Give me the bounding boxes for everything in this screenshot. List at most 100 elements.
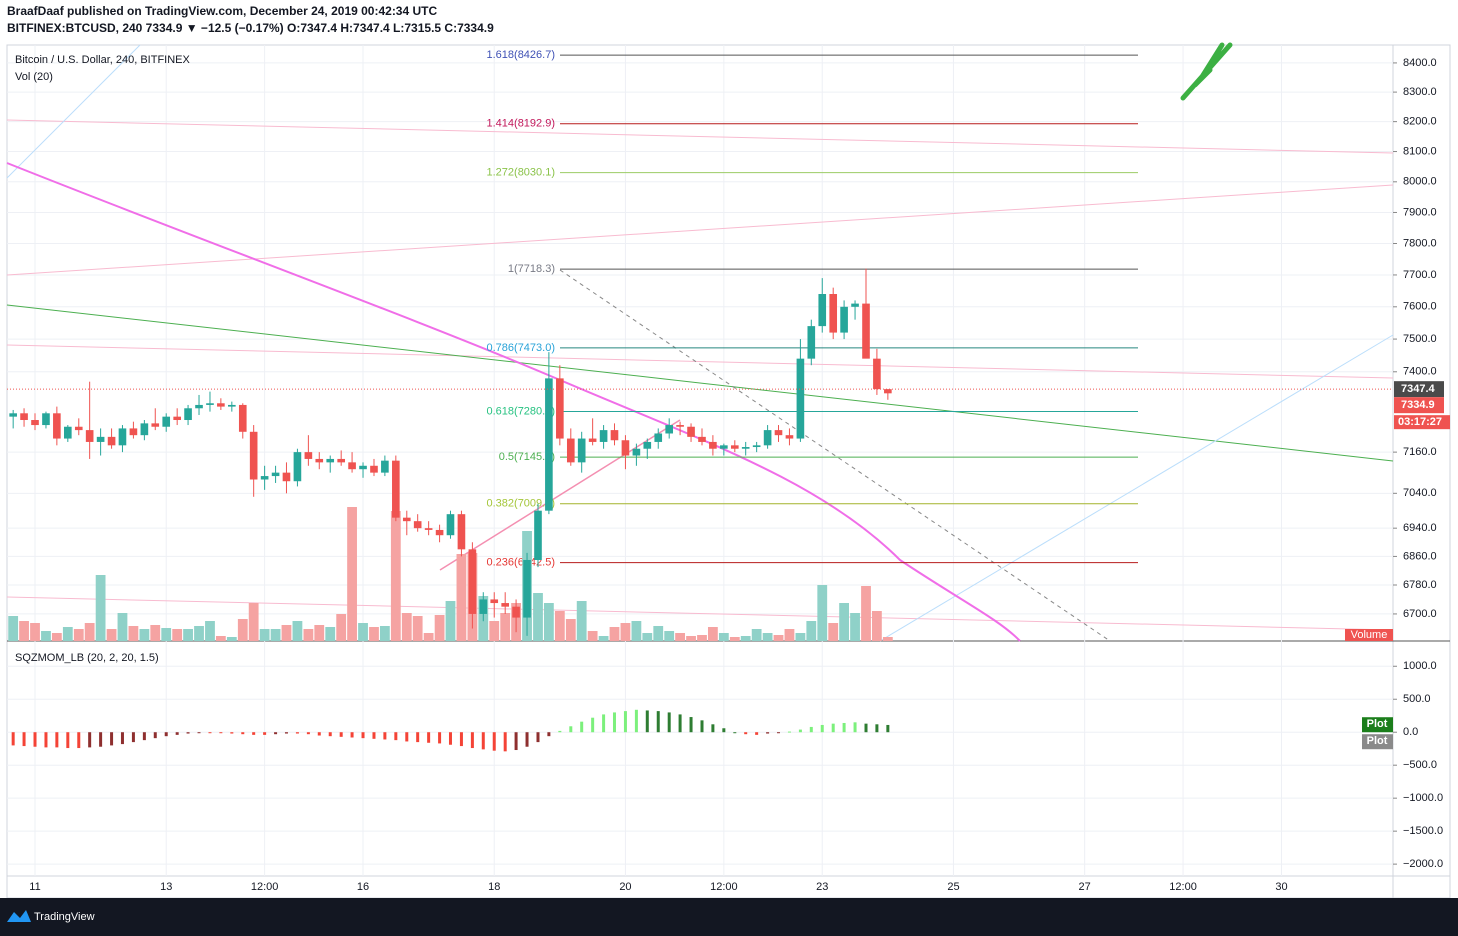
y-tick-label: 7500.0 (1403, 333, 1437, 345)
volume-bar (390, 511, 401, 641)
volume-bar (587, 631, 598, 641)
candle-body (588, 438, 597, 442)
candle-body (698, 436, 706, 442)
candle-body (228, 404, 236, 407)
candle-body (632, 448, 641, 456)
momentum-bar (820, 724, 824, 733)
volume-bar (871, 611, 882, 641)
candle-body (315, 458, 324, 463)
volume-bar (620, 623, 631, 641)
candle-body (818, 294, 827, 327)
volume-bar (543, 603, 554, 641)
momentum-bar (164, 732, 168, 737)
candle-body (796, 358, 805, 439)
momentum-bar (361, 732, 365, 739)
momentum-bar (350, 732, 354, 738)
trend-line (6, 596, 1394, 631)
trend-line (6, 44, 141, 179)
candle-body (151, 423, 160, 427)
momentum-bar (558, 730, 562, 733)
momentum-bar (131, 732, 135, 743)
momentum-bar (142, 732, 146, 741)
momentum-bar (339, 732, 343, 737)
x-tick-label: 12:00 (710, 881, 738, 893)
candle-body (446, 514, 455, 536)
y-tick-label: 6780.0 (1403, 579, 1437, 591)
y-tick-label: −2000.0 (1403, 858, 1443, 870)
candle-body (370, 465, 378, 473)
curve (6, 162, 1021, 642)
volume-bar (642, 633, 653, 641)
countdown: 03:17:27 (1398, 416, 1442, 428)
candle-body (676, 425, 684, 427)
candle-body (654, 433, 663, 442)
volume-bar (740, 636, 751, 641)
volume-bar (773, 635, 784, 641)
price-label: 7347.4 (1401, 383, 1436, 395)
candle-body (741, 447, 750, 449)
fib-label: 1.272(8030.1) (487, 167, 556, 179)
volume-bar (248, 603, 259, 641)
candle-body (490, 599, 499, 604)
candle-body (468, 549, 477, 614)
candle-body (884, 389, 892, 394)
candle-body (424, 528, 433, 530)
y-tick-label: 8300.0 (1403, 86, 1437, 98)
candle-body (479, 599, 488, 614)
momentum-bar (547, 732, 551, 737)
volume-bar (139, 629, 150, 641)
momentum-bar (645, 710, 649, 733)
volume-bar (259, 629, 270, 641)
volume-bar (73, 629, 84, 641)
y-tick-label: 7040.0 (1403, 487, 1437, 499)
candle-body (457, 514, 466, 550)
momentum-bar (875, 724, 879, 733)
momentum-bar (120, 732, 124, 745)
candle-body (709, 441, 717, 449)
volume-bar (456, 554, 467, 641)
volume-bar (347, 507, 357, 641)
volume-bar (839, 603, 849, 641)
momentum-bar (33, 732, 37, 747)
symbol-line: BITFINEX:BTCUSD, 240 7334.9 ▼ −12.5 (−0.… (7, 21, 494, 35)
momentum-bar (55, 732, 59, 748)
fib-label: 0.786(7473.0) (487, 342, 556, 354)
candle-body (64, 426, 72, 439)
volume-bar (729, 637, 740, 641)
momentum-bar (612, 712, 616, 733)
trend-line (6, 304, 1394, 462)
publisher-line: BraafDaaf published on TradingView.com, … (7, 4, 437, 18)
candle-body (20, 413, 28, 421)
y-tick-label: 7600.0 (1403, 301, 1437, 313)
momentum-bar (776, 732, 780, 734)
volume-bar (697, 635, 707, 641)
candle-body (730, 445, 739, 449)
momentum-bar (274, 732, 278, 735)
volume-bar (314, 625, 325, 641)
y-tick-label: 7160.0 (1403, 446, 1437, 458)
momentum-bar (755, 732, 759, 735)
volume-bar (401, 613, 412, 641)
x-tick-label: 12:00 (251, 881, 279, 893)
momentum-bar (328, 732, 332, 737)
volume-bar (609, 627, 620, 641)
candle-body (873, 358, 881, 390)
indicator-title: SQZMOM_LB (20, 2, 20, 1.5) (15, 652, 159, 664)
volume-bar (226, 637, 237, 641)
momentum-bar (175, 732, 179, 735)
volume-bar (117, 613, 128, 641)
y-tick-label: 8000.0 (1403, 176, 1437, 188)
trend-line (6, 119, 1394, 154)
volume-bar (84, 623, 95, 641)
momentum-bar (809, 726, 813, 733)
trend-line (6, 184, 1394, 276)
y-tick-label: 1000.0 (1403, 660, 1437, 672)
volume-bar (861, 586, 871, 641)
arrow-icon (1180, 42, 1233, 101)
volume-bar (882, 637, 893, 641)
candle-body (534, 510, 542, 560)
candle-body (96, 436, 105, 442)
momentum-bar (438, 732, 442, 744)
volume-bar (172, 629, 183, 641)
momentum-bar (798, 729, 802, 733)
